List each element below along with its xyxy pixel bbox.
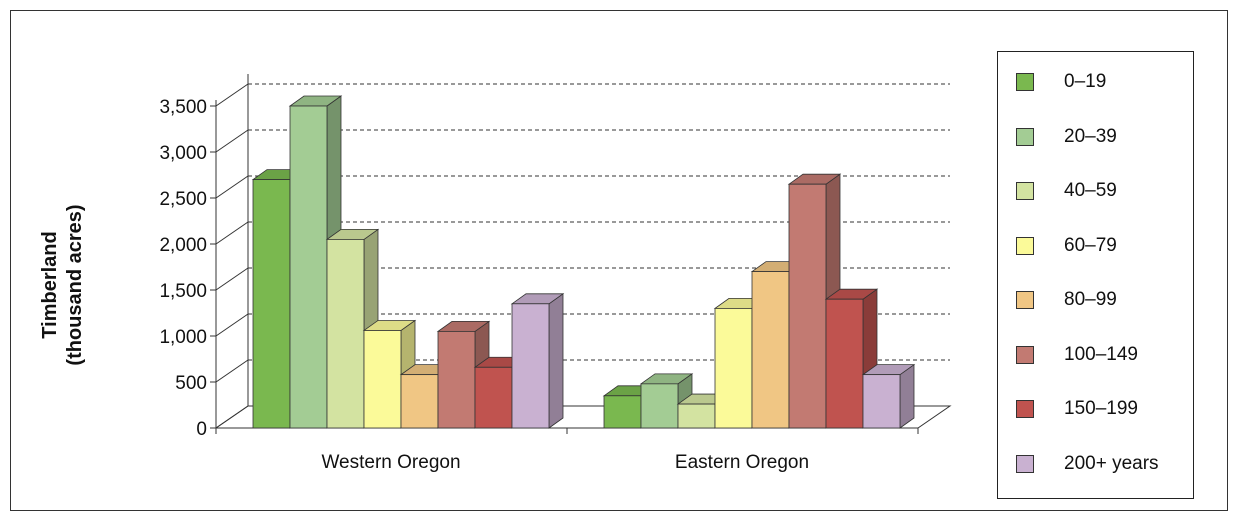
legend-item: 60–79 (998, 232, 1193, 262)
side-wall-edge (215, 267, 249, 291)
legend-swatch (1016, 400, 1034, 418)
y-axis-label-line1: Timberland (39, 231, 61, 339)
side-wall-edge (215, 175, 249, 199)
legend-item: 100–149 (998, 341, 1193, 371)
legend-swatch (1016, 236, 1034, 255)
y-tick-label: 1,500 (159, 281, 207, 302)
legend-item: 150–199 (998, 395, 1193, 425)
bar (714, 307, 753, 429)
bar (363, 330, 402, 429)
bar (862, 374, 901, 429)
legend-swatch (1016, 291, 1034, 309)
legend-swatch (1016, 127, 1034, 146)
bar (326, 238, 365, 429)
bar (289, 105, 328, 429)
bar (252, 179, 291, 429)
legend-swatch (1016, 345, 1034, 364)
side-wall-edge (215, 313, 249, 337)
side-wall-edge (215, 359, 249, 383)
y-tick-label: 3,500 (159, 97, 207, 118)
bar (825, 298, 864, 429)
bar (474, 366, 513, 429)
legend-item: 200+ years (998, 450, 1193, 480)
legend: 0–19 20–39 40–59 60–79 80–99 100–149 150–199 20… (997, 51, 1194, 499)
y-tick-label: 2,500 (159, 189, 207, 210)
y-tick-label: 3,000 (159, 143, 207, 164)
legend-label: 60–79 (1064, 234, 1117, 256)
legend-item: 20–39 (998, 123, 1193, 153)
legend-label: 100–149 (1064, 343, 1138, 365)
y-axis-label-line2: (thousand acres) (64, 204, 86, 366)
legend-item: 80–99 (998, 286, 1193, 316)
bar (640, 383, 679, 429)
x-tick-label: Eastern Oregon (675, 452, 809, 473)
legend-item: 40–59 (998, 177, 1193, 207)
legend-label: 20–39 (1064, 125, 1117, 147)
chart-frame: 0 500 1,000 1,500 2,000 2,500 3,000 3,500 Wester… (10, 10, 1228, 511)
bar (400, 374, 439, 429)
x-tick-label: Western Oregon (321, 452, 460, 473)
bar (511, 303, 550, 429)
legend-swatch (1016, 182, 1034, 200)
legend-swatch (1016, 454, 1034, 473)
side-wall-edge (215, 83, 249, 107)
legend-swatch (1016, 73, 1034, 91)
chart-plot: 0 500 1,000 1,500 2,000 2,500 3,000 3,500 Wester… (159, 74, 952, 473)
bar (677, 403, 716, 429)
bar-side (548, 293, 564, 429)
legend-label: 40–59 (1064, 180, 1117, 201)
legend-label: 80–99 (1064, 289, 1117, 310)
legend-item: 0–19 (998, 68, 1193, 98)
y-tick-label: 2,000 (159, 235, 207, 256)
legend-label: 200+ years (1064, 452, 1159, 474)
bar-side (899, 363, 915, 429)
bar (437, 330, 476, 429)
legend-label: 150–199 (1064, 398, 1138, 419)
bar (788, 183, 827, 429)
y-tick-label: 0 (196, 419, 207, 440)
side-wall-edge (215, 221, 249, 245)
y-axis-label: Timberland (thousand acres) (38, 155, 88, 415)
side-wall-edge (215, 405, 249, 429)
y-tick-label: 500 (175, 373, 207, 394)
legend-label: 0–19 (1064, 71, 1107, 92)
bar (603, 395, 642, 429)
y-tick-label: 1,000 (159, 327, 207, 348)
bar (751, 271, 790, 429)
side-wall-edge (215, 129, 249, 153)
